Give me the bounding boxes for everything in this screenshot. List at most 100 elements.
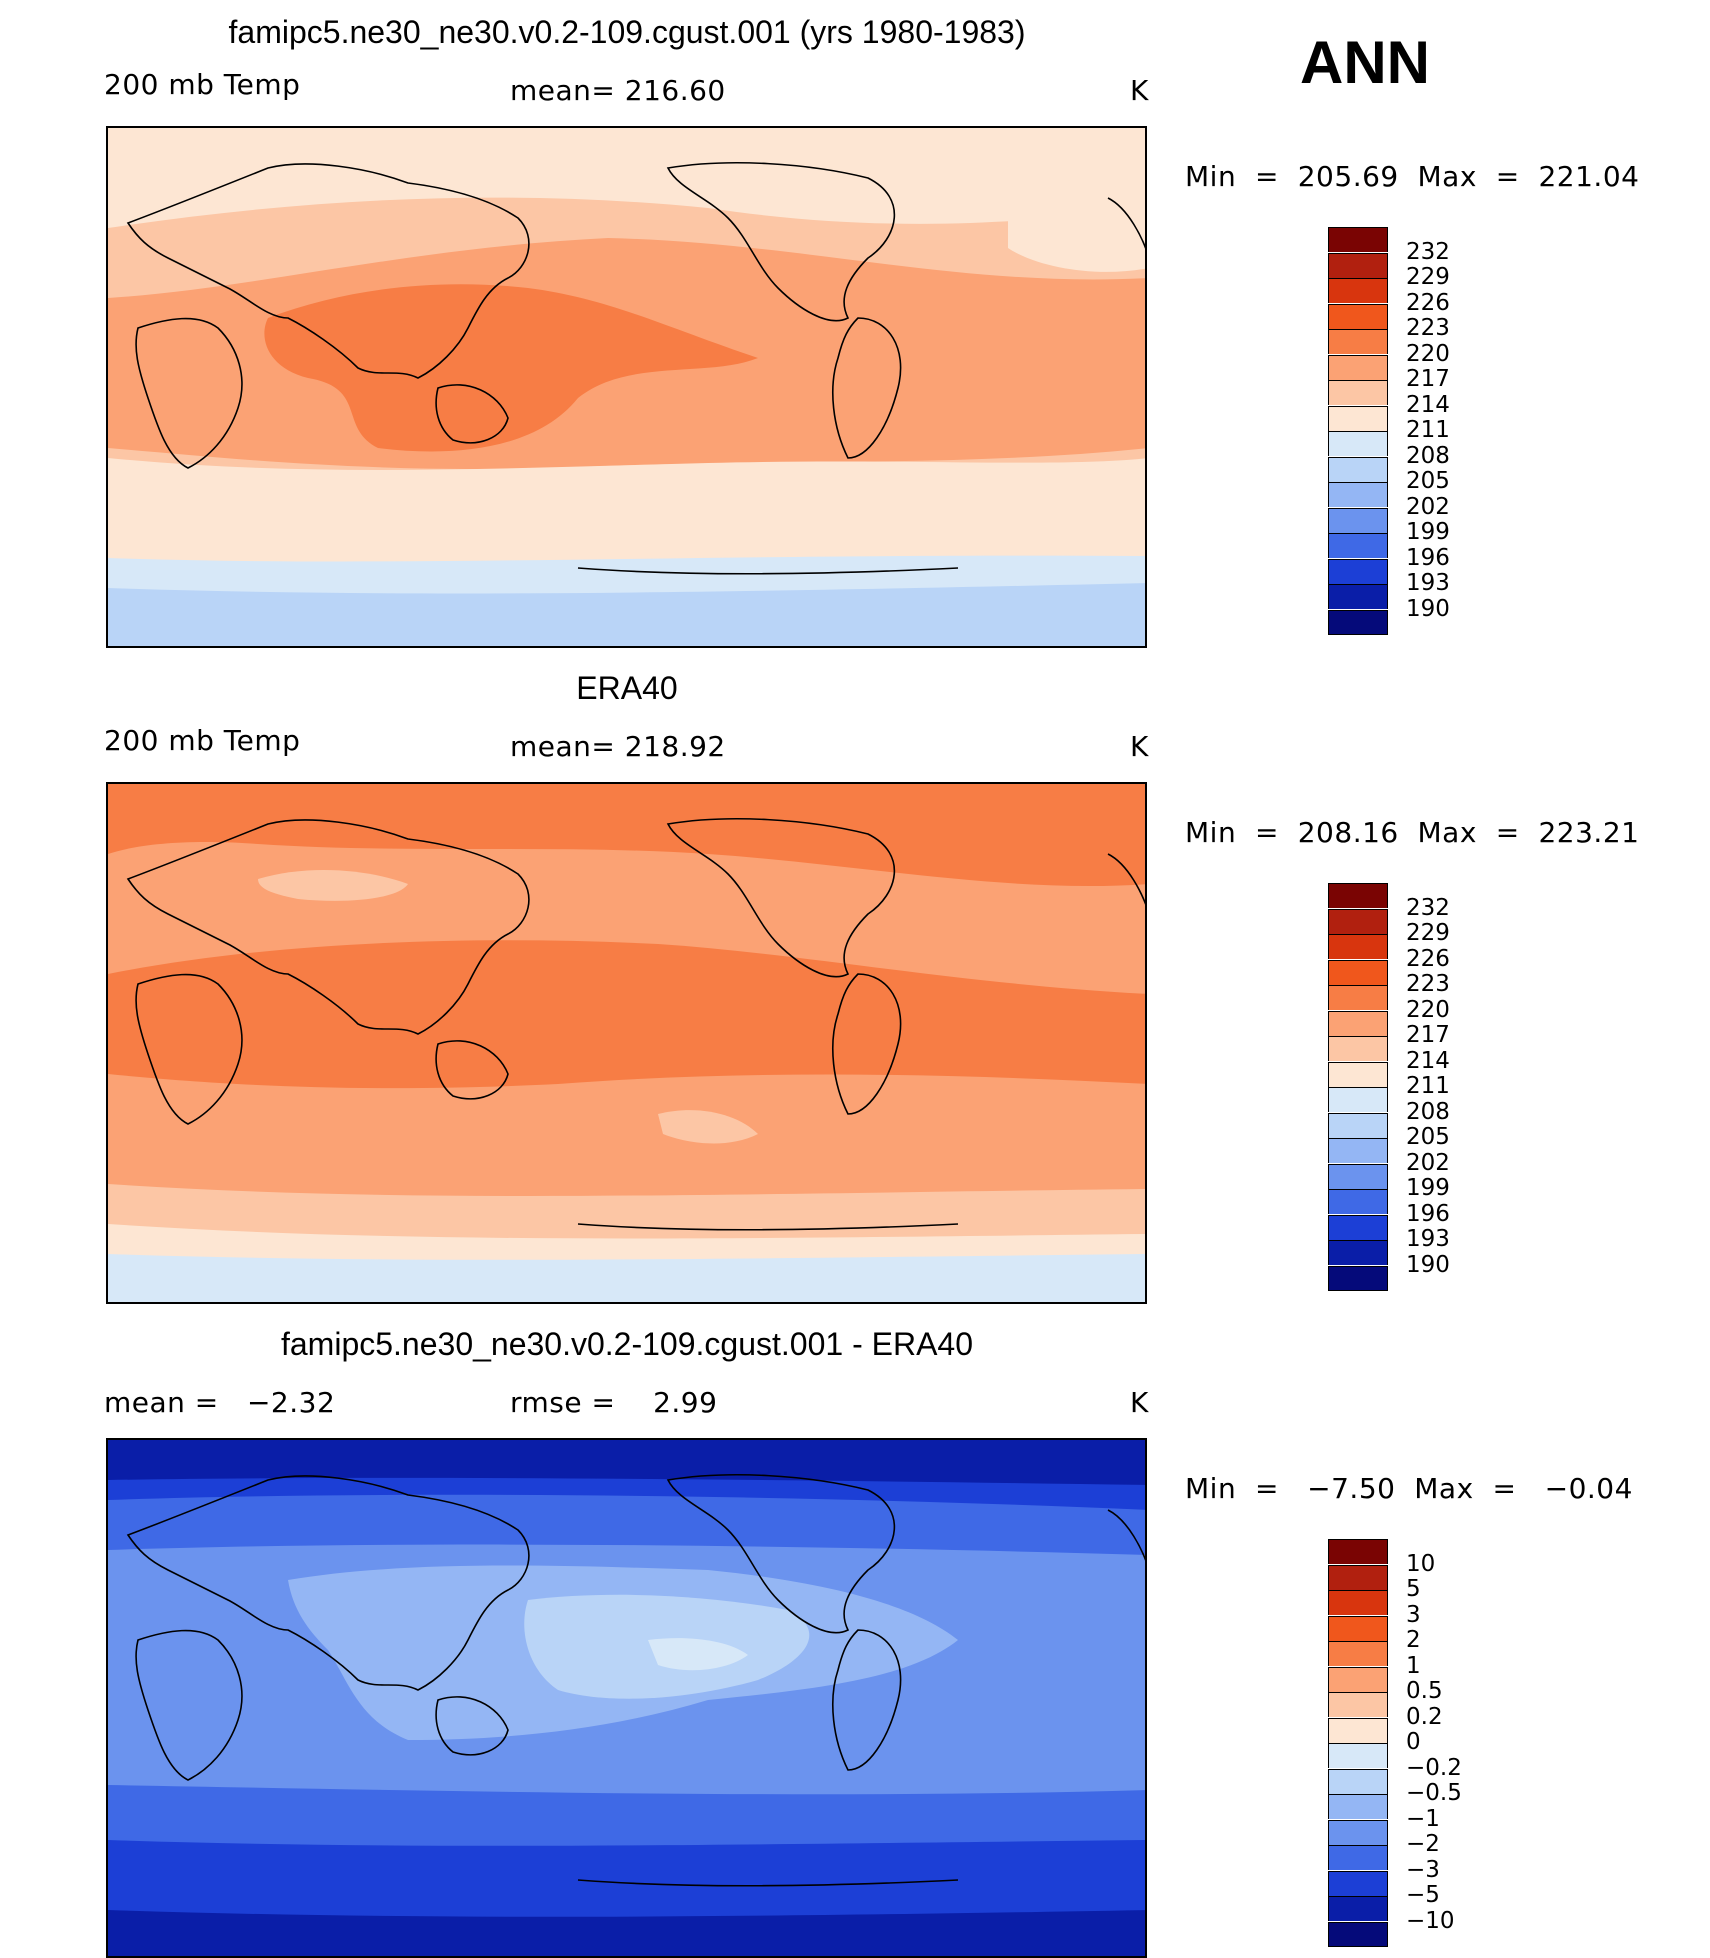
panel2-colorbar-swatch [1328,1189,1388,1214]
panel3-colorbar-swatch [1328,1539,1388,1564]
panel1-colorbar-swatch [1328,303,1388,329]
era-band-223-tropics [108,940,1145,1089]
panel2-colorbar-swatch [1328,1036,1388,1061]
panel2-colorbar-tick-label: 220 [1406,996,1450,1023]
panel2-colorbar-tick-label: 232 [1406,894,1450,921]
panel2-units-label: K [1130,730,1149,763]
panel2-colorbar-swatch [1328,1061,1388,1087]
era-band-214-blob [258,869,408,901]
panel2-colorbar-swatch [1328,1214,1388,1240]
panel1-colorbar-tick-label: 223 [1406,315,1450,341]
panel1-colorbar-swatch [1328,252,1388,278]
panel3-colorbar-swatch [1328,1641,1388,1666]
panel1-colorbar-swatch [1328,584,1388,609]
panel1-colorbar: 232 229 226 223 220 217 214 211 208 205 202 199 196 1… [1328,227,1450,635]
panel3-colorbar-tick-label: 1 [1406,1652,1421,1679]
panel3-colorbar-swatch [1328,1564,1388,1590]
panel1-colorbar-tick-label: 190 [1406,595,1450,622]
panel1-colorbar-swatch [1328,329,1388,354]
panel3-colorbar-tick-label: −0.5 [1406,1780,1462,1806]
panel1-colorbar-tick-label: 217 [1406,366,1450,392]
era-band-208-south [108,1254,1145,1302]
season-label: ANN [1300,29,1430,96]
panel1-colorbar-swatch [1328,482,1388,507]
panel1-minmax: Min = 205.69 Max = 221.04 [1185,160,1640,193]
difference-map [106,1438,1147,1958]
panel2-colorbar-tick-label: 217 [1406,1022,1450,1048]
panel3-colorbar-tick-label: 0 [1406,1729,1421,1755]
panel2-colorbar-tick-label: 208 [1406,1098,1450,1125]
panel1-colorbar-tick-label: 211 [1406,417,1450,443]
panel2-colorbar-swatch [1328,1087,1388,1112]
panel1-field-label: 200 mb Temp [104,68,301,101]
panel2-colorbar-tick-label: 202 [1406,1149,1450,1176]
panel1-colorbar-tick-label: 199 [1406,519,1450,545]
panel2-colorbar-swatch [1328,934,1388,959]
panel2-colorbar-tick-label: 193 [1406,1226,1450,1252]
era-band-214-blob2 [658,1110,758,1144]
panel3-minmax: Min = −7.50 Max = −0.04 [1185,1472,1633,1505]
panel2-colorbar-tick-label: 205 [1406,1124,1450,1150]
model-band-223 [264,284,758,452]
panel2-colorbar-tick-label: 226 [1406,945,1450,972]
panel2-colorbar-swatch [1328,1240,1388,1265]
panel3-colorbar-tick-label: 2 [1406,1627,1421,1653]
panel2-field-label: 200 mb Temp [104,724,301,757]
panel3-colorbar-swatch [1328,1896,1388,1921]
panel2-colorbar-swatch [1328,908,1388,934]
model-band-214-south [108,458,1145,568]
panel1-colorbar-tick-label: 214 [1406,391,1450,418]
panel1-colorbar-tick-label: 205 [1406,468,1450,494]
panel1-colorbar-tick-label: 232 [1406,238,1450,265]
panel2-colorbar-tick-label: 214 [1406,1047,1450,1074]
diff-coastlines [126,1474,1145,1887]
panel1-colorbar-tick-label: 229 [1406,264,1450,290]
panel1-colorbar-tick-label: 196 [1406,544,1450,571]
model-band-205 [108,583,1145,646]
panel3-colorbar-tick-label: 0.5 [1406,1678,1443,1704]
panel3-rmse-label: rmse = 2.99 [510,1386,718,1419]
panel3-colorbar-swatch [1328,1590,1388,1615]
panel1-colorbar-swatch [1328,507,1388,533]
panel2-colorbar-tick-label: 229 [1406,920,1450,946]
panel3-colorbar-swatch [1328,1819,1388,1845]
panel2-colorbar-swatch [1328,1265,1388,1291]
panel2-colorbar-swatch [1328,1112,1388,1138]
era40-map [106,782,1147,1304]
panel3-colorbar-tick-label: −2 [1406,1831,1440,1857]
panel3-colorbar-swatch [1328,1615,1388,1641]
panel3-colorbar-tick-label: −3 [1406,1856,1440,1883]
panel3-colorbar-swatch [1328,1845,1388,1870]
panel2-colorbar-swatch [1328,1163,1388,1189]
panel2-colorbar-tick-label: 196 [1406,1200,1450,1227]
panel2-colorbar-swatch [1328,959,1388,985]
panel1-colorbar-tick-label: 193 [1406,570,1450,596]
panel3-colorbar-swatch [1328,1692,1388,1717]
panel3-units-label: K [1130,1386,1149,1419]
diff-band-minus5-north [108,1440,1145,1485]
panel2-colorbar-swatch [1328,985,1388,1010]
panel1-colorbar-swatch [1328,558,1388,584]
panel1-colorbar-tick-label: 220 [1406,340,1450,367]
model-map [106,126,1147,648]
panel1-colorbar-tick-label: 202 [1406,493,1450,520]
panel1-colorbar-swatch [1328,354,1388,380]
panel2-colorbar-tick-label: 190 [1406,1251,1450,1278]
panel3-colorbar-tick-label: −1 [1406,1805,1440,1832]
panel1-colorbar-swatch [1328,609,1388,635]
panel3-colorbar-tick-label: −10 [1406,1907,1455,1934]
model-band-217-nh [1008,180,1145,272]
panel1-colorbar-swatch [1328,380,1388,405]
panel2-colorbar-tick-label: 211 [1406,1073,1450,1099]
panel3-colorbar-swatch [1328,1743,1388,1768]
panel2-colorbar-swatch [1328,1010,1388,1036]
panel1-mean-label: mean= 216.60 [510,74,726,107]
model-coastlines [126,162,1145,575]
panel3-title: famipc5.ne30_ne30.v0.2-109.cgust.001 - E… [280,1326,973,1362]
panel3-colorbar-swatch [1328,1717,1388,1743]
panel2-colorbar-swatch [1328,1138,1388,1163]
panel2-colorbar-tick-label: 223 [1406,971,1450,997]
panel2-title: ERA40 [576,670,678,706]
panel2-minmax: Min = 208.16 Max = 223.21 [1185,816,1640,849]
panel1-colorbar-swatch [1328,456,1388,482]
